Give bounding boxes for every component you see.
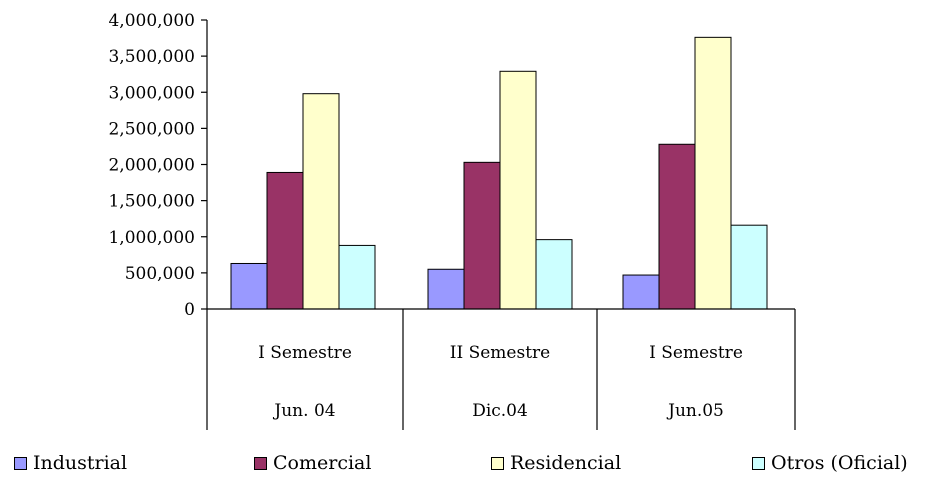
bar-industrial — [230, 262, 268, 310]
legend-item: Residencial — [491, 452, 621, 474]
y-tick-label: 500,000 — [125, 264, 195, 284]
legend: Industrial Comercial Residencial Otros (Ofi… — [0, 452, 935, 480]
bar-industrial — [427, 268, 465, 310]
legend-swatch — [752, 456, 765, 470]
legend-label: Comercial — [273, 452, 372, 474]
x-category-date-label: Dic.04 — [472, 401, 528, 421]
y-axis: 0 500,000 1,000,000 1,500,000 2,000,000 2,500… — [108, 11, 208, 320]
y-tick-label: 2,500,000 — [108, 119, 195, 139]
bar-chart: 0 500,000 1,000,000 1,500,000 2,000,000 2,500… — [108, 11, 796, 430]
legend-swatch — [254, 456, 267, 470]
bar-comercial — [658, 143, 696, 310]
x-category-date-label: Jun. 04 — [272, 401, 335, 421]
legend-swatch — [14, 456, 27, 470]
x-category-period-label: I Semestre — [649, 343, 743, 363]
bar-otros-oficial — [338, 244, 376, 310]
legend-label: Otros (Oficial) — [771, 452, 908, 474]
y-tick-label: 3,500,000 — [108, 47, 195, 67]
bar-residencial — [302, 93, 340, 310]
y-tick-label: 3,000,000 — [108, 83, 195, 103]
x-category-period-label: II Semestre — [450, 343, 550, 363]
legend-item: Comercial — [254, 452, 371, 474]
y-tick-label: 4,000,000 — [108, 11, 195, 31]
legend-label: Industrial — [33, 452, 128, 474]
bar-comercial — [463, 161, 501, 310]
bar-comercial — [266, 171, 304, 310]
bar-residencial — [694, 36, 732, 310]
bars — [230, 36, 768, 310]
y-tick-label: 1,000,000 — [108, 228, 195, 248]
bar-otros-oficial — [535, 239, 573, 310]
legend-item: Industrial — [14, 452, 127, 474]
x-axis: I Semestre Jun. 04 II Semestre Dic.04 I Seme… — [206, 308, 796, 430]
x-category-date-label: Jun.05 — [666, 401, 724, 421]
legend-swatch — [491, 456, 504, 470]
x-category-period-label: I Semestre — [258, 343, 352, 363]
legend-label: Residencial — [510, 452, 622, 474]
legend-item: Otros (Oficial) — [752, 452, 908, 474]
y-tick-label: 2,000,000 — [108, 156, 195, 176]
y-tick-label: 1,500,000 — [108, 192, 195, 212]
bar-residencial — [499, 70, 537, 310]
bar-otros-oficial — [730, 224, 768, 310]
y-tick-label: 0 — [184, 300, 195, 320]
bar-industrial — [622, 274, 660, 310]
